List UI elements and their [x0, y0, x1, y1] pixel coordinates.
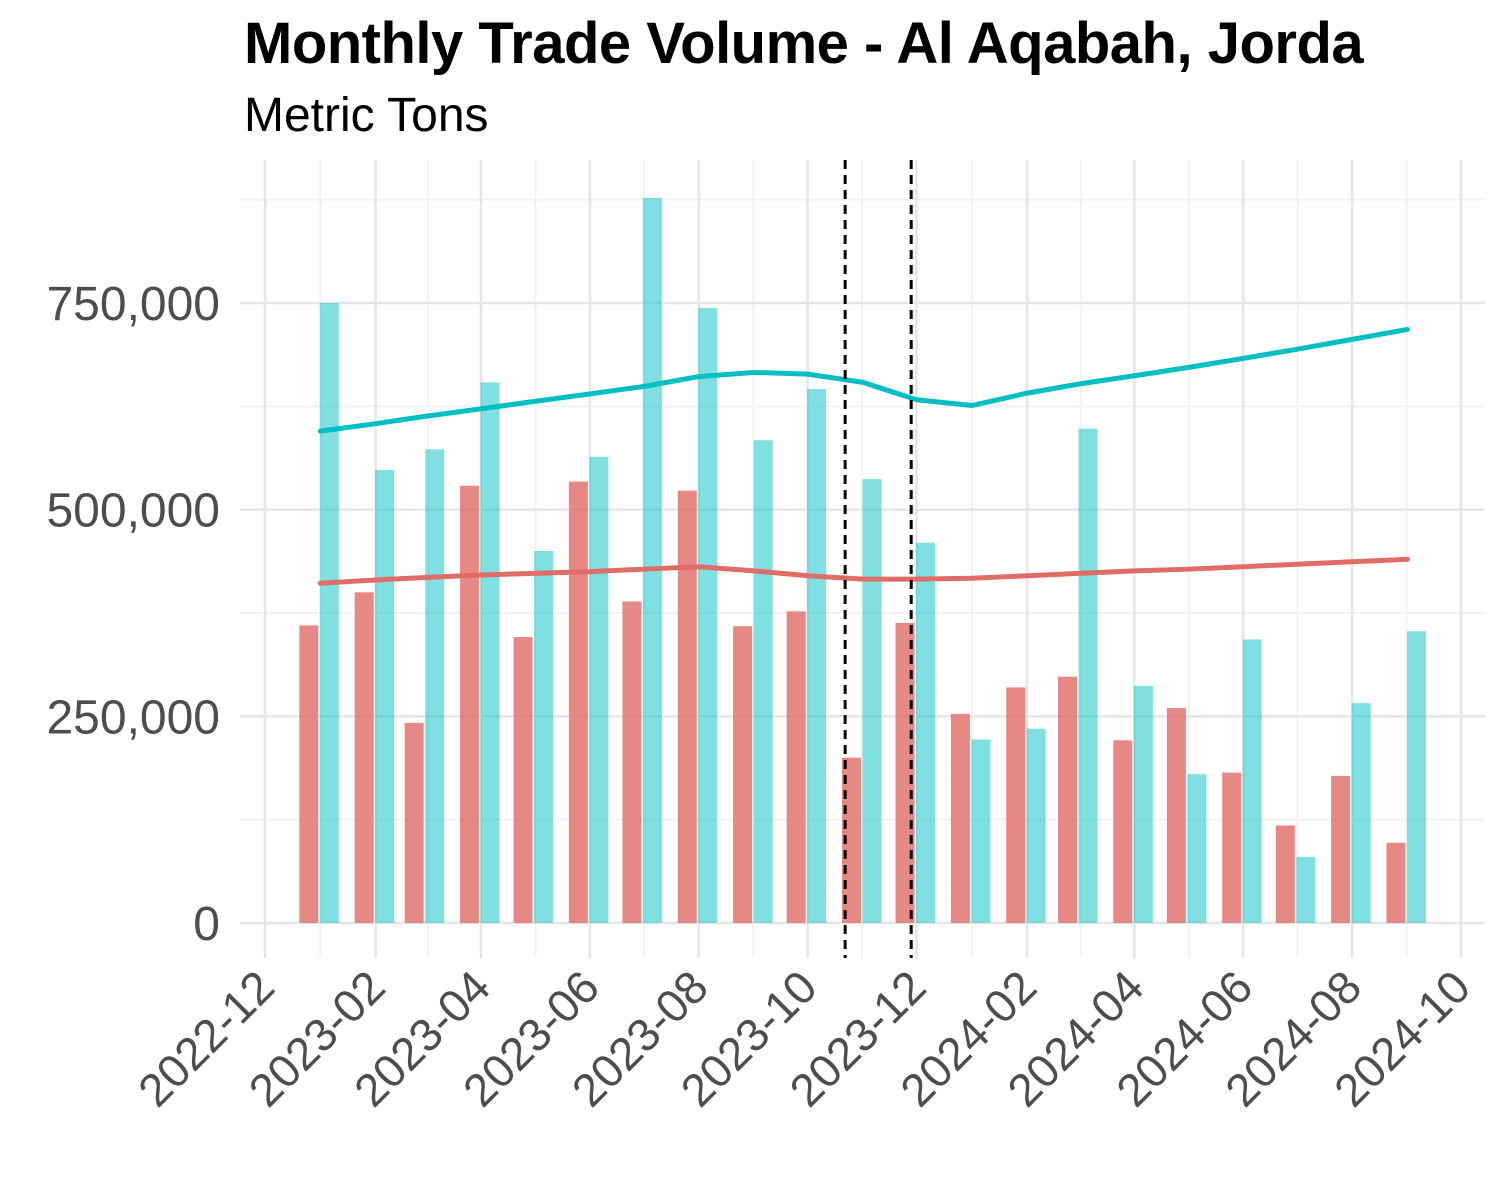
- bar: [513, 636, 533, 923]
- bar: [971, 739, 991, 923]
- bar: [698, 307, 718, 924]
- bar: [1386, 842, 1406, 923]
- bar: [568, 481, 588, 923]
- bar: [1113, 740, 1133, 923]
- bar: [459, 485, 479, 923]
- bar: [375, 469, 395, 923]
- y-tick-label: 750,000: [46, 278, 220, 331]
- bar: [1006, 687, 1026, 923]
- bar: [1406, 631, 1426, 923]
- bar: [1026, 728, 1046, 923]
- bar: [404, 722, 424, 923]
- bar: [299, 625, 319, 923]
- chart-title: Monthly Trade Volume - Al Aqabah, Jorda: [244, 11, 1364, 76]
- bar: [1222, 772, 1242, 923]
- bar: [1351, 703, 1371, 923]
- y-tick-label: 500,000: [46, 485, 220, 538]
- bar: [1057, 676, 1077, 923]
- bar: [786, 611, 806, 923]
- bar: [534, 551, 554, 923]
- bar: [950, 713, 970, 923]
- trend-line: [317, 556, 1410, 586]
- bar: [677, 490, 697, 923]
- bar: [733, 626, 753, 923]
- bar: [1275, 825, 1295, 923]
- bar: [807, 388, 827, 923]
- y-tick-label: 250,000: [46, 691, 220, 744]
- bar: [425, 449, 445, 923]
- bar: [1331, 775, 1351, 923]
- bar: [589, 456, 609, 923]
- bar: [842, 757, 861, 923]
- bar: [895, 622, 915, 923]
- bar: [862, 479, 882, 923]
- y-tick-label: 0: [193, 898, 220, 951]
- bar: [354, 592, 374, 923]
- bar: [480, 382, 500, 923]
- bar: [622, 601, 642, 923]
- bar: [1133, 685, 1153, 923]
- bar: [1187, 774, 1207, 923]
- chart-subtitle: Metric Tons: [244, 89, 489, 142]
- bar: [1078, 428, 1098, 923]
- bar: [916, 542, 936, 923]
- trend-line: [317, 326, 1410, 434]
- bar: [319, 303, 339, 923]
- bar: [642, 198, 662, 924]
- bar: [1296, 856, 1316, 923]
- bar: [1166, 708, 1186, 923]
- bar: [1242, 639, 1262, 923]
- bar: [753, 440, 773, 923]
